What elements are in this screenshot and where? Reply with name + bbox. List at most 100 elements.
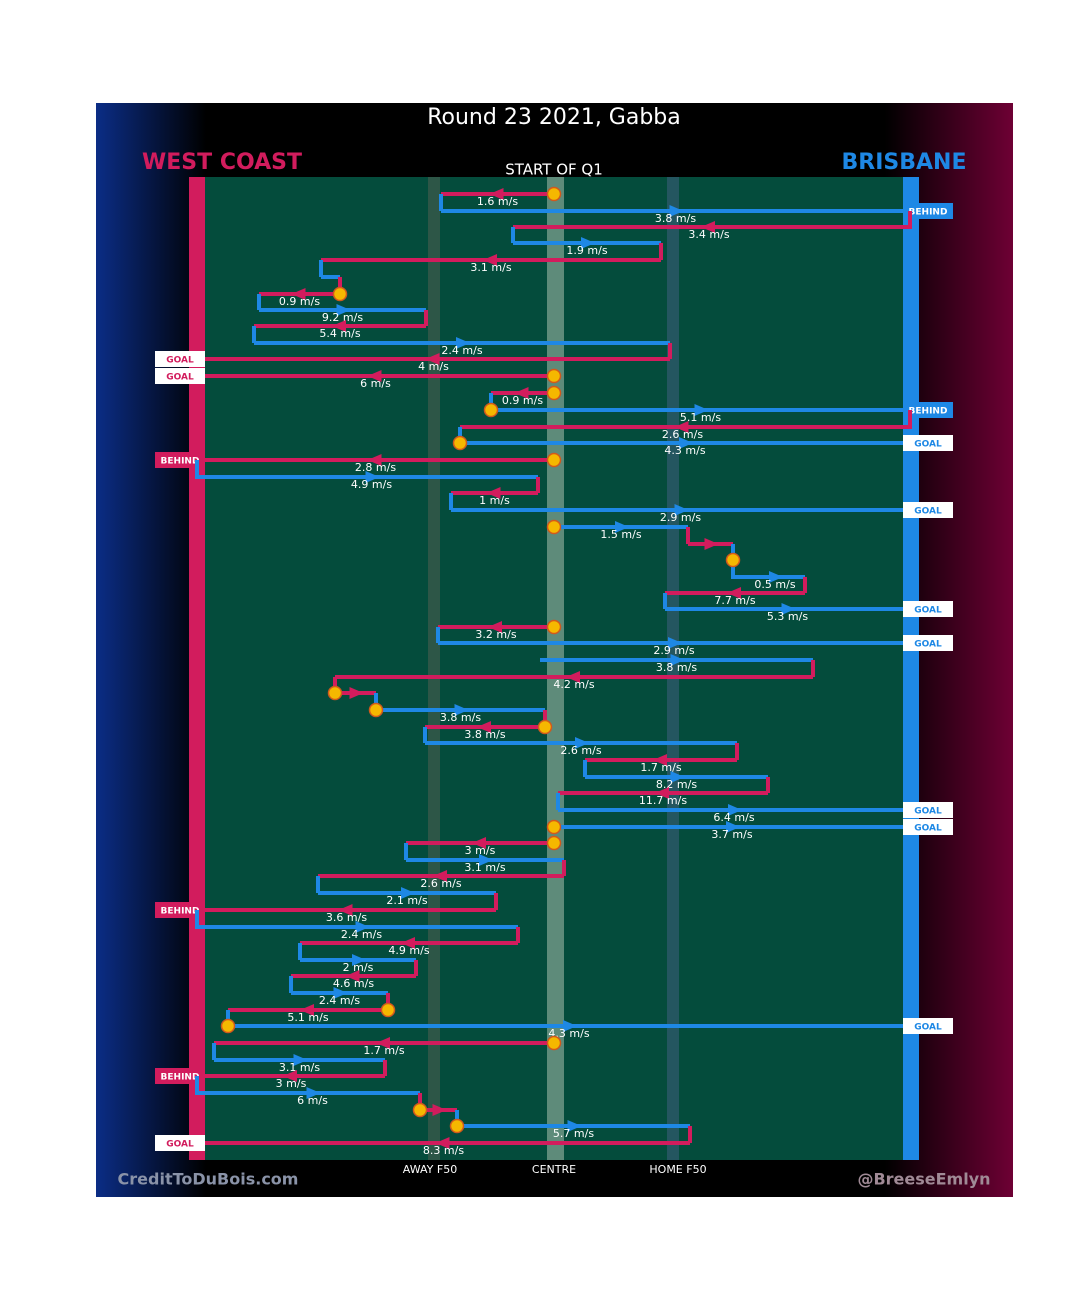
speed-label: 2.4 m/s [319, 994, 360, 1007]
arrow [728, 804, 742, 816]
start-label: START OF Q1 [505, 161, 603, 179]
speed-label: 4 m/s [418, 360, 449, 373]
arrow [401, 937, 415, 949]
flows: 1.6 m/s 3.8 m/s BEHIND 3.4 m/s 1.9 m/s 3.1 m/… [155, 186, 953, 1157]
arrow [456, 337, 470, 349]
outcome-label: GOAL [914, 440, 942, 450]
arrow [332, 320, 346, 332]
speed-label: 2.9 m/s [660, 511, 701, 524]
arrow [581, 237, 595, 249]
arrow [489, 188, 504, 200]
speed-label: 4.3 m/s [548, 1027, 589, 1040]
arrow [655, 787, 669, 799]
speed-label: 3.6 m/s [326, 911, 367, 924]
connector [195, 460, 205, 479]
speed-label: 5.1 m/s [287, 1011, 328, 1024]
arrow [563, 1020, 577, 1032]
axis-label: CENTRE [532, 1163, 576, 1176]
outcome-badge [155, 902, 205, 918]
speed-label: 3.7 m/s [711, 828, 752, 841]
outcome-label: GOAL [914, 824, 942, 834]
arrow [352, 954, 366, 966]
arrow [376, 1037, 390, 1049]
stoppage-marker [332, 286, 348, 302]
arrow [781, 603, 796, 615]
outcome-label: GOAL [166, 373, 194, 383]
arrow [435, 1137, 450, 1149]
arrow [472, 837, 486, 849]
speed-label: 0.5 m/s [754, 578, 795, 591]
centre-line [547, 177, 564, 1160]
outcome-badge [155, 452, 205, 468]
arrow [769, 571, 783, 583]
arrow [679, 437, 693, 449]
outcome-label: BEHIND [161, 1073, 200, 1083]
arrow [432, 1104, 447, 1116]
arrow [333, 987, 348, 999]
speed-label: 1.5 m/s [600, 528, 641, 541]
arrow [355, 921, 370, 933]
outcome-badge [903, 802, 953, 818]
arrow [283, 1070, 297, 1082]
stoppage-marker [368, 702, 384, 718]
stoppage-marker [483, 402, 499, 418]
stoppage-marker [546, 1035, 562, 1051]
stoppage-marker [546, 835, 562, 851]
speed-label: 2.6 m/s [560, 744, 601, 757]
arrow [488, 621, 502, 633]
arrow [338, 904, 353, 916]
speed-label: 4.3 m/s [664, 444, 705, 457]
speed-label: 5.4 m/s [319, 327, 360, 340]
stoppage-marker [412, 1102, 428, 1118]
outcome-badge [155, 368, 205, 384]
away-goal-post [189, 177, 205, 1160]
speed-label: 6 m/s [297, 1094, 328, 1107]
outcome-badge [903, 402, 953, 418]
arrow [566, 671, 580, 683]
arrow [575, 737, 589, 749]
speed-label: 9.2 m/s [322, 311, 363, 324]
speed-label: 2.6 m/s [662, 428, 703, 441]
speed-label: 11.7 m/s [639, 794, 687, 807]
outcome-label: GOAL [914, 1023, 942, 1033]
stoppage-marker [220, 1018, 236, 1034]
arrow [477, 721, 491, 733]
outcome-label: GOAL [914, 640, 942, 650]
outcome-badge [903, 1018, 953, 1034]
outcome-badge [155, 1135, 205, 1151]
stoppage-marker [546, 819, 562, 835]
speed-label: 2.4 m/s [441, 344, 482, 357]
home-goal-post [903, 177, 919, 1160]
speed-label: 3.8 m/s [464, 728, 505, 741]
arrow [514, 387, 529, 399]
outcome-badge [903, 203, 953, 219]
outcome-badge [155, 1068, 205, 1084]
speed-label: 0.9 m/s [502, 394, 543, 407]
title: Round 23 2021, Gabba [427, 105, 681, 130]
speed-label: 5.3 m/s [767, 610, 808, 623]
arrow [306, 1087, 321, 1099]
arrow [674, 504, 689, 516]
speed-label: 4.2 m/s [553, 678, 594, 691]
speed-label: 1.7 m/s [640, 761, 681, 774]
speed-label: 2.9 m/s [653, 644, 694, 657]
arrow [349, 687, 364, 699]
outcome-badge [903, 635, 953, 651]
connector [195, 1076, 205, 1095]
outcome-badge [903, 502, 953, 518]
arrow [674, 421, 689, 433]
speed-label: 3.4 m/s [688, 228, 729, 241]
connector [195, 910, 205, 929]
axis-label: AWAY F50 [403, 1163, 457, 1176]
speed-label: 8.2 m/s [656, 778, 697, 791]
outcome-label: BEHIND [161, 457, 200, 467]
speed-label: 6 m/s [360, 377, 391, 390]
outcome-badge [903, 435, 953, 451]
credit-right: @BreeseEmlyn [857, 1170, 990, 1189]
stoppage-marker [546, 452, 562, 468]
speed-label: 2.8 m/s [355, 461, 396, 474]
outcome-badge [903, 601, 953, 617]
arrow [669, 205, 684, 217]
speed-label: 3.1 m/s [470, 261, 511, 274]
